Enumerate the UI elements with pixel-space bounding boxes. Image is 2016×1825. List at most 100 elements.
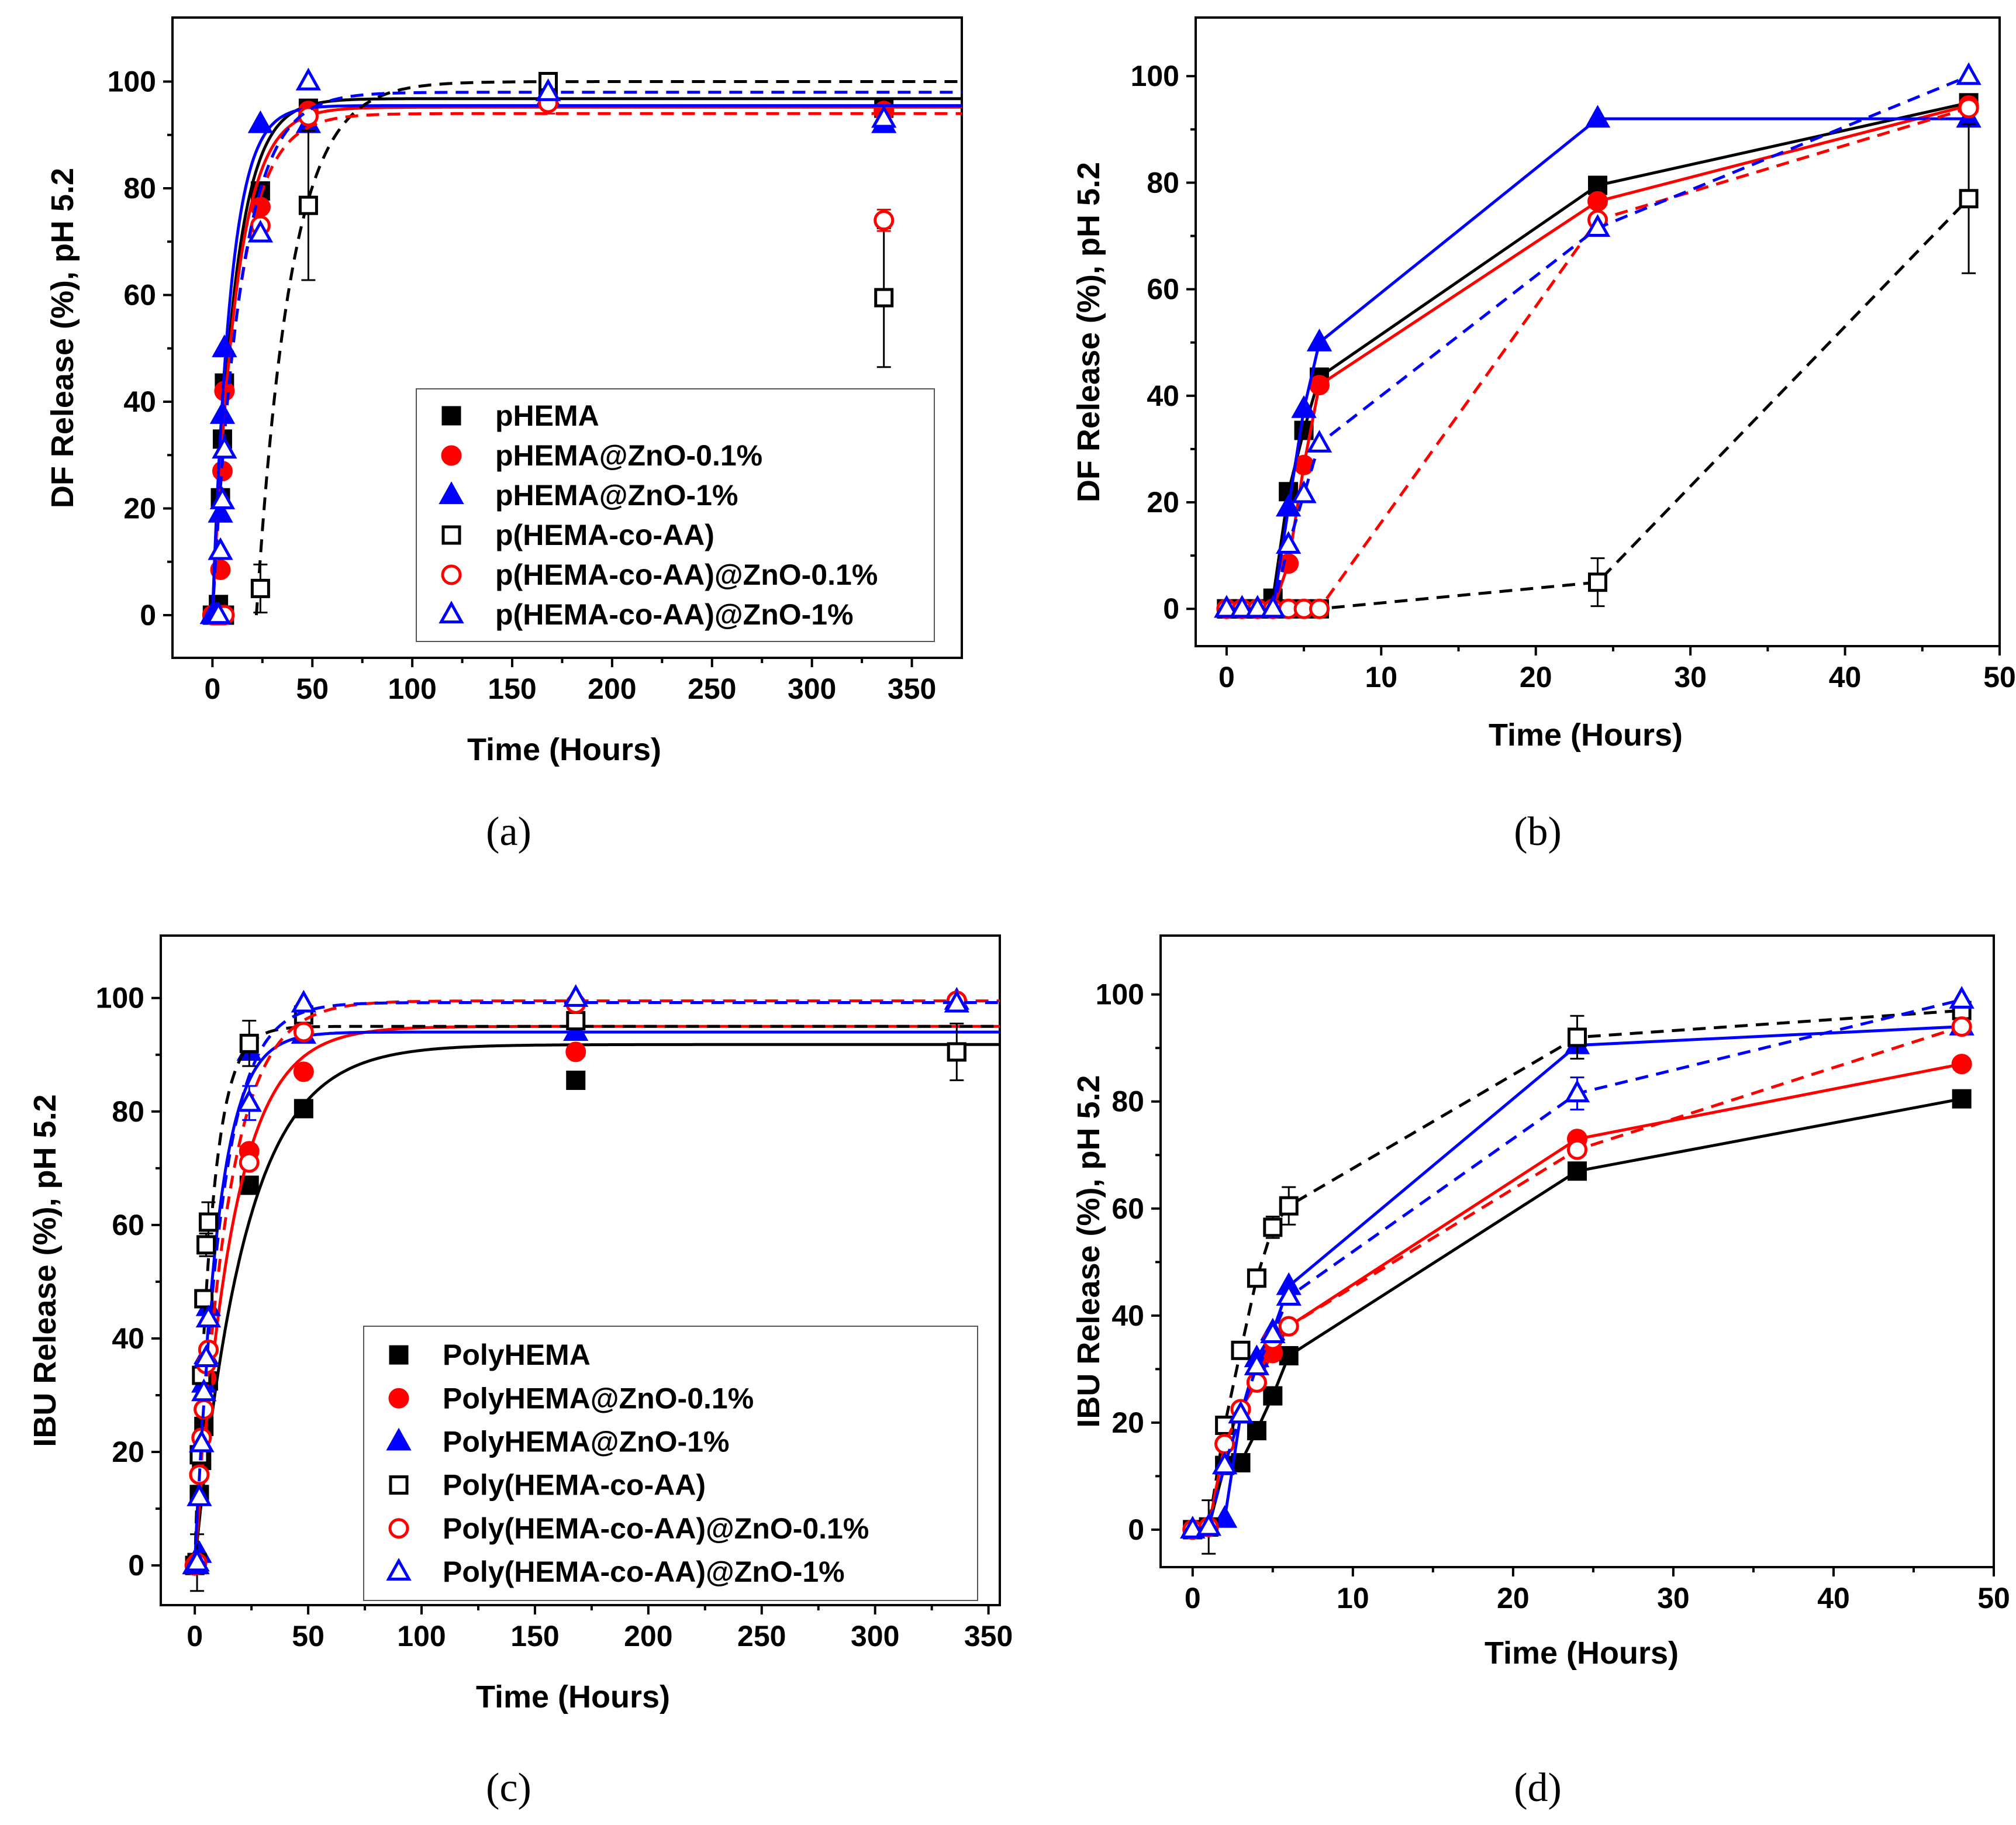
data-point-p-hema-co-aa-zno-1 [247, 219, 274, 243]
data-point-phema-zno-1 [247, 110, 274, 133]
data-point-phema-zno-1 [1306, 328, 1333, 351]
data-point-p-hema-co-aa-zno-0-1 [1958, 98, 1979, 119]
data-point-phema-zno-0-1 [1309, 375, 1330, 396]
data-point-poly-hema-co-aa-zno-1 [184, 1548, 210, 1572]
x-tick-label: 250 [688, 672, 736, 705]
y-tick-label: 80 [123, 172, 156, 205]
legend-label-poly-hema-co-aa: Poly(HEMA-co-AA) [443, 1469, 706, 1502]
plot-data [1180, 986, 1974, 1555]
legend-label-polyhema-zno-0-1: PolyHEMA@ZnO-0.1% [443, 1382, 754, 1415]
y-tick-label: 40 [123, 385, 156, 418]
data-point-poly-hema-co-aa-zno-1 [1180, 1516, 1206, 1539]
legend-label-p-hema-co-aa: p(HEMA-co-AA) [495, 519, 714, 551]
legend-marker-phema [441, 406, 461, 426]
data-point-p-hema-co-aa-zno-1 [871, 105, 897, 128]
legend-box [363, 1326, 978, 1601]
data-point-polyhema [566, 1070, 586, 1090]
x-axis-title: Time (Hours) [467, 732, 661, 767]
legend-label-poly-hema-co-aa-zno-0-1: Poly(HEMA-co-AA)@ZnO-0.1% [443, 1512, 869, 1545]
data-point-phema-zno-1 [1291, 395, 1317, 418]
y-tick-label: 40 [112, 1322, 144, 1355]
y-tick-label: 60 [1147, 273, 1179, 306]
data-point-phema [1588, 175, 1607, 195]
y-tick-label: 20 [123, 492, 156, 525]
data-point-poly-hema-co-aa-zno-1 [1228, 1400, 1254, 1424]
y-tick-label: 20 [1111, 1406, 1144, 1439]
x-tick-label: 50 [1977, 1582, 2010, 1614]
legend-marker-poly-hema-co-aa-zno-0-1 [388, 1518, 409, 1539]
y-tick-label: 100 [96, 982, 144, 1015]
data-point-polyhema [1263, 1386, 1283, 1406]
data-point-p-hema-co-aa-zno-1 [1956, 62, 1982, 85]
data-point-phema-zno-1 [1585, 105, 1611, 128]
data-point-p-hema-co-aa-zno-1 [1245, 595, 1271, 618]
series-line-poly-hema-co-aa-zno-1 [1192, 998, 1962, 1531]
data-point-p-hema-co-aa-zno-1 [1275, 531, 1302, 554]
data-point-poly-hema-co-aa [196, 1235, 216, 1255]
legend-label-phema: pHEMA [495, 399, 599, 432]
data-point-poly-hema-co-aa [239, 1033, 259, 1053]
y-axis-title: IBU Release (%), pH 5.2 [1071, 1075, 1106, 1427]
y-axis-title: DF Release (%), pH 5.2 [1071, 162, 1106, 502]
plot-frame [1195, 16, 2001, 647]
y-tick-label: 80 [1147, 166, 1179, 199]
x-tick-label: 0 [187, 1620, 203, 1652]
data-point-p-hema-co-aa-zno-1 [1306, 430, 1333, 453]
x-tick-label: 10 [1365, 661, 1397, 694]
legend-marker-poly-hema-co-aa [389, 1475, 409, 1495]
plot-frame [171, 16, 963, 659]
legend-label-polyhema: PolyHEMA [443, 1338, 591, 1371]
data-point-poly-hema-co-aa-zno-1 [1276, 1283, 1302, 1306]
x-axis-title: Time (Hours) [1489, 717, 1683, 753]
data-point-poly-hema-co-aa-zno-1 [191, 1378, 217, 1402]
data-point-poly-hema-co-aa-zno-1 [189, 1429, 215, 1453]
data-point-polyhema [294, 1099, 313, 1119]
fit-curve-poly-hema-co-aa [193, 1024, 1000, 1566]
data-point-poly-hema-co-aa [1568, 1027, 1587, 1047]
legend-box [416, 388, 935, 642]
y-axis-title: IBU Release (%), pH 5.2 [27, 1094, 63, 1447]
data-point-poly-hema-co-aa-zno-0-1 [293, 1022, 314, 1043]
data-point-poly-hema-co-aa-zno-0-1 [239, 1152, 260, 1173]
plot-data [1214, 62, 1982, 619]
x-tick-label: 50 [1983, 661, 2016, 694]
panel-label: (b) [1514, 809, 1562, 854]
data-point-p-hema-co-aa-zno-1 [1229, 595, 1255, 618]
x-tick-label: 100 [397, 1620, 446, 1652]
data-point-poly-hema-co-aa-zno-1 [193, 1344, 219, 1368]
x-tick-label: 300 [788, 672, 836, 705]
data-point-poly-hema-co-aa-zno-0-1 [1278, 1316, 1299, 1337]
legend-marker-poly-hema-co-aa-zno-1 [386, 1558, 412, 1581]
x-tick-label: 350 [964, 1620, 1013, 1652]
data-point-p-hema-co-aa-zno-1 [535, 78, 561, 101]
fit-curve-poly-hema-co-aa-zno-0-1 [193, 999, 1000, 1566]
series-line-p-hema-co-aa-zno-0-1 [1226, 106, 1969, 610]
data-point-polyhema-zno-0-1 [293, 1061, 314, 1082]
data-point-poly-hema-co-aa [198, 1212, 218, 1232]
fit-curve-phema-zno-0-1 [210, 105, 962, 616]
data-point-poly-hema-co-aa-zno-0-1 [1951, 1016, 1972, 1037]
data-point-poly-hema-co-aa-zno-1 [563, 984, 589, 1007]
panel-label: (d) [1514, 1765, 1562, 1810]
legend-label-poly-hema-co-aa-zno-1: Poly(HEMA-co-AA)@ZnO-1% [443, 1555, 845, 1588]
y-tick-label: 40 [1111, 1299, 1144, 1332]
legend-label-p-hema-co-aa-zno-1: p(HEMA-co-AA)@ZnO-1% [495, 598, 854, 631]
data-point-polyhema [1952, 1089, 1972, 1109]
data-point-p-hema-co-aa-zno-0-1 [874, 210, 895, 231]
y-tick-label: 40 [1147, 380, 1179, 412]
data-point-poly-hema-co-aa [947, 1042, 966, 1062]
data-point-poly-hema-co-aa-zno-1 [1211, 1451, 1238, 1475]
data-point-poly-hema-co-aa-zno-1 [1196, 1513, 1221, 1536]
legend-marker-p-hema-co-aa [441, 525, 461, 545]
x-tick-label: 10 [1337, 1582, 1369, 1614]
y-tick-label: 0 [140, 599, 156, 632]
data-point-poly-hema-co-aa [1263, 1217, 1283, 1237]
fit-curve-p-hema-co-aa [255, 80, 962, 616]
legend-marker-phema-zno-0-1 [441, 445, 462, 466]
x-tick-label: 40 [1829, 661, 1862, 694]
y-tick-label: 0 [128, 1549, 144, 1582]
data-point-p-hema-co-aa [298, 195, 318, 215]
chart-panel-b: 0 10 20 30 40 50 0 20 40 60 80 100 Time (Hours) DF Re… [1071, 16, 2016, 854]
data-point-poly-hema-co-aa [1247, 1268, 1266, 1288]
